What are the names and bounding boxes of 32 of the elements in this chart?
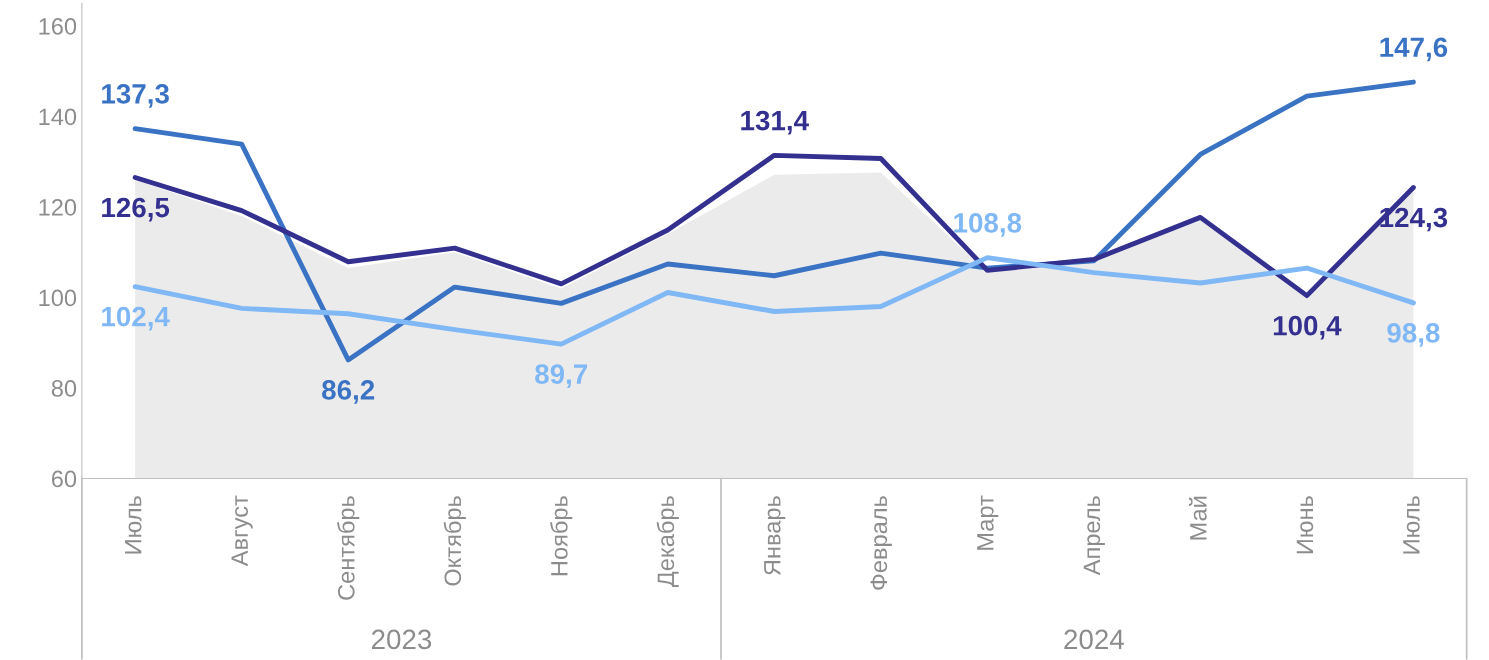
x-tick-label: Апрель [1083,496,1105,576]
x-tick-label: Июль [125,496,142,554]
data-label: 126,5 [102,197,170,222]
text: 2023 [371,629,432,650]
data-label: 131,4 [741,110,809,135]
data-label: 124,3 [1380,207,1448,232]
y-tick-label: 60 [51,470,77,488]
data-label: 108,8 [954,213,1022,237]
data-label: 137,3 [102,84,169,108]
x-tick-label: Январь [764,496,786,575]
y-tick-label: 120 [39,199,77,216]
x-tick-label: Март [977,495,999,550]
x-tick-label: Июнь [1296,496,1314,554]
y-tick-label: 140 [39,108,77,126]
data-label: 89,7 [535,364,588,388]
data-label: 86,2 [322,380,375,404]
data-label: 100,4 [1273,315,1342,340]
data-label: 98,8 [1387,323,1440,347]
y-tick-label: 100 [39,289,77,307]
y-tick-label: 160 [39,18,77,35]
data-label: 102,4 [102,306,170,331]
text: 2024 [1064,629,1124,650]
x-tick-label: Февраль [870,496,892,590]
data-label: 147,6 [1380,37,1448,62]
x-tick-label: Сентябрь [337,496,360,600]
x-tick-label: Июль [1403,496,1420,554]
x-tick-label: Декабрь [656,496,679,588]
x-tick-label: Ноябрь [550,496,573,576]
x-tick-label: Август [231,495,253,567]
x-tick-label: Май [1188,496,1207,540]
x-tick-label: Октябрь [443,496,466,586]
y-tick-label: 80 [51,380,77,397]
